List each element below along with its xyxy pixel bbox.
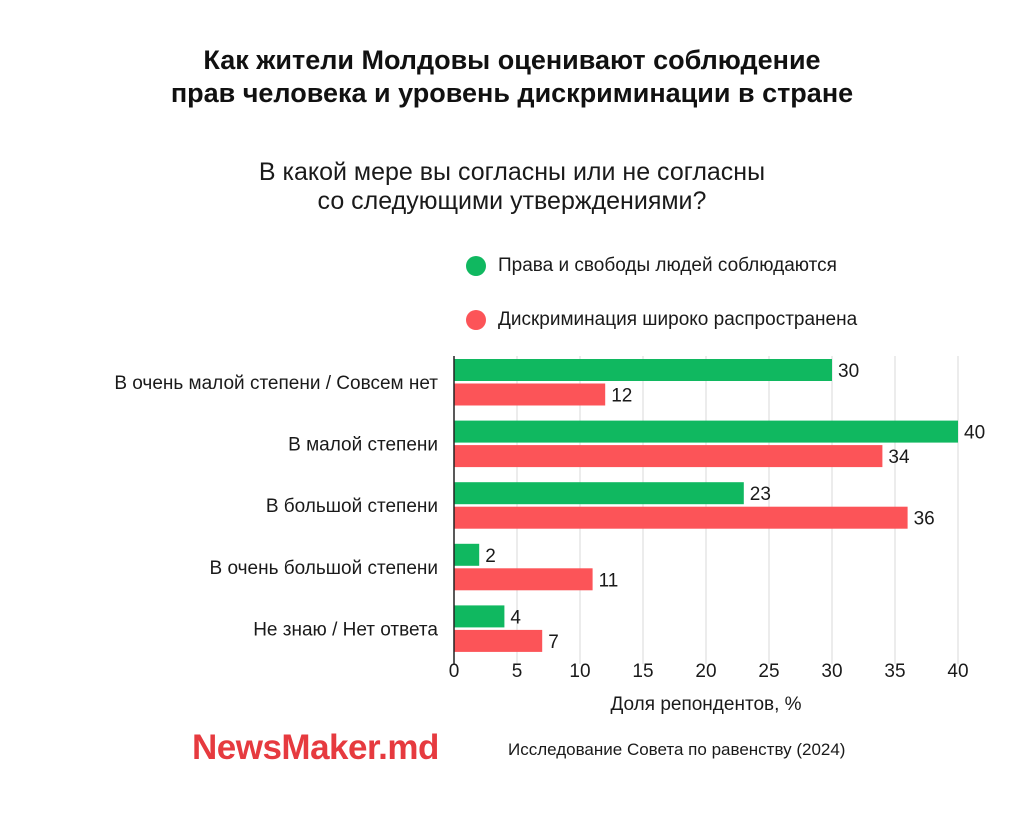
- chart-title-line-1: Как жители Молдовы оценивают соблюдение: [203, 45, 821, 75]
- legend-marker-discrimination: [466, 310, 486, 330]
- source-note: Исследование Совета по равенству (2024): [508, 740, 846, 759]
- bar-rights-0: [454, 359, 832, 381]
- chart-subtitle-line-1: В какой мере вы согласны или не согласны: [258, 158, 766, 186]
- bar-rights-2: [454, 482, 744, 505]
- x-tick-label-6: 30: [821, 661, 842, 682]
- bar-discrimination-3: [454, 568, 593, 591]
- value-label-rights-0: 30: [838, 361, 859, 382]
- category-label-0: В очень малой степени / Совсем нет: [114, 373, 438, 394]
- category-label-3: В очень большой степени: [210, 558, 438, 579]
- x-axis-title: Доля репондентов, %: [610, 694, 801, 715]
- chart-title: Как жители Молдовы оценивают соблюдение …: [0, 44, 1024, 110]
- x-tick-label-2: 10: [569, 661, 590, 682]
- value-label-rights-4: 4: [510, 607, 521, 628]
- bar-discrimination-1: [454, 445, 883, 468]
- category-label-4: Не знаю / Нет ответа: [253, 619, 438, 640]
- value-label-discrimination-2: 36: [914, 509, 935, 530]
- bar-rights-3: [454, 543, 480, 566]
- newsmaker-logo: NewsMaker.md: [192, 728, 439, 767]
- legend-label-rights: Права и свободы людей соблюдаются: [498, 255, 837, 276]
- legend-item-discrimination: Дискриминация широко распространена: [466, 308, 857, 332]
- x-tick-label-3: 15: [632, 661, 653, 682]
- x-tick-label-8: 40: [947, 661, 968, 682]
- bar-discrimination-4: [454, 629, 543, 652]
- category-label-2: В большой степени: [266, 496, 438, 517]
- bar-rights-1: [454, 420, 958, 443]
- value-label-discrimination-3: 11: [599, 570, 619, 591]
- category-label-1: В малой степени: [288, 435, 438, 456]
- bar-discrimination-0: [454, 383, 606, 406]
- x-tick-label-5: 25: [758, 661, 779, 682]
- x-tick-label-7: 35: [884, 661, 905, 682]
- x-tick-label-1: 5: [512, 661, 523, 682]
- value-label-discrimination-0: 12: [611, 386, 632, 407]
- bar-rights-4: [454, 605, 505, 628]
- value-label-rights-1: 40: [964, 423, 985, 444]
- bar-discrimination-2: [454, 506, 908, 529]
- x-tick-label-4: 20: [695, 661, 716, 682]
- x-tick-label-0: 0: [449, 661, 460, 682]
- chart-subtitle-line-2: со следующими утверждениями?: [317, 187, 707, 215]
- legend-item-rights: Права и свободы людей соблюдаются: [466, 254, 837, 278]
- value-label-discrimination-4: 7: [548, 632, 559, 653]
- value-label-rights-3: 2: [485, 546, 496, 567]
- value-label-discrimination-1: 34: [888, 447, 910, 468]
- value-label-rights-2: 23: [750, 484, 771, 505]
- legend-marker-rights: [466, 256, 486, 276]
- legend-label-discrimination: Дискриминация широко распространена: [498, 309, 858, 330]
- chart-subtitle: В какой мере вы согласны или не согласны…: [0, 158, 1024, 216]
- chart-title-line-2: прав человека и уровень дискриминации в …: [170, 78, 854, 108]
